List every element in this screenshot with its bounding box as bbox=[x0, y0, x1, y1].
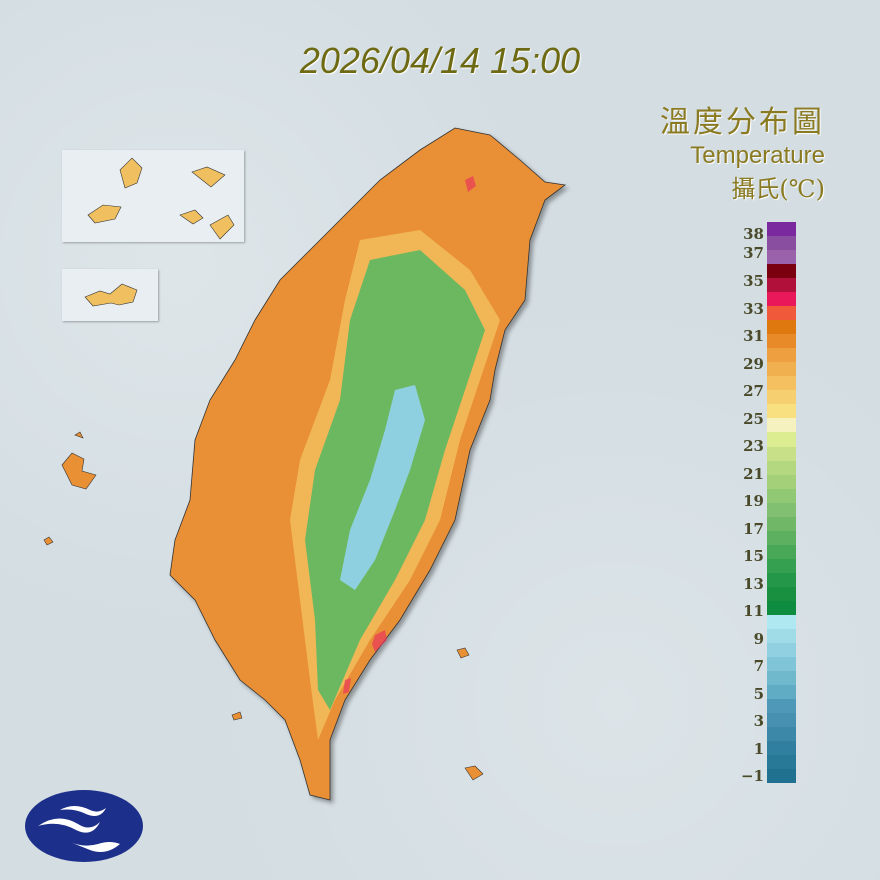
color-scale-label: 9 bbox=[753, 629, 764, 648]
color-scale-bin bbox=[767, 446, 796, 461]
color-scale-labels: 38 37 35 33 31 29 27 25 23 21 19 17 15 13 11 9 7 5 3 1 −1 bbox=[732, 220, 764, 790]
color-scale-bin bbox=[767, 628, 796, 643]
high-peak-zone bbox=[340, 385, 425, 590]
cwa-logo bbox=[25, 790, 143, 862]
color-scale-bin bbox=[767, 516, 796, 531]
orchid-island bbox=[464, 765, 484, 781]
color-scale-bin bbox=[767, 586, 796, 601]
color-scale-bin bbox=[767, 418, 796, 433]
color-scale-label: 35 bbox=[743, 272, 764, 290]
color-scale-label: 3 bbox=[753, 712, 764, 730]
color-scale-bin bbox=[767, 755, 796, 770]
color-scale-label: 25 bbox=[743, 409, 764, 428]
legend-unit: 攝氏(℃) bbox=[731, 175, 825, 203]
color-scale-bin bbox=[767, 572, 796, 587]
color-scale-bin bbox=[767, 544, 796, 559]
color-scale-bin bbox=[767, 404, 796, 419]
color-scale-bin bbox=[767, 699, 796, 714]
color-scale-label: 17 bbox=[743, 519, 764, 538]
color-scale-bin bbox=[767, 502, 796, 517]
color-scale-bin bbox=[767, 348, 796, 363]
color-scale-label: 11 bbox=[743, 602, 764, 620]
color-scale-bin bbox=[767, 222, 796, 237]
color-scale-label: 19 bbox=[743, 492, 764, 510]
liuqiu-island bbox=[231, 711, 243, 721]
color-scale-bin bbox=[767, 488, 796, 503]
hot-spot-taitung bbox=[343, 630, 387, 694]
matsu-island bbox=[87, 157, 235, 240]
color-scale-bin bbox=[767, 614, 796, 629]
color-scale-bin bbox=[767, 306, 796, 321]
color-scale-bin bbox=[767, 600, 796, 615]
color-scale-bin bbox=[767, 264, 796, 279]
color-scale-label: 27 bbox=[743, 382, 764, 400]
color-scale-label: −1 bbox=[740, 767, 764, 785]
color-scale-bin bbox=[767, 460, 796, 475]
color-scale-bin bbox=[767, 530, 796, 545]
color-scale-bin bbox=[767, 432, 796, 447]
color-scale-bin bbox=[767, 320, 796, 335]
hot-spot-taipei bbox=[465, 176, 476, 192]
color-scale-label: 33 bbox=[743, 299, 764, 318]
green-island bbox=[456, 647, 470, 659]
color-scale-bin bbox=[767, 727, 796, 742]
color-scale-bin bbox=[767, 642, 796, 657]
color-scale-label: 7 bbox=[753, 657, 764, 675]
color-scale-bin bbox=[767, 713, 796, 728]
color-scale-label: 1 bbox=[753, 739, 764, 758]
color-scale-bin bbox=[767, 741, 796, 756]
color-scale-bin bbox=[767, 334, 796, 349]
penghu-islands bbox=[43, 431, 97, 546]
color-scale-label: 5 bbox=[753, 684, 764, 703]
color-scale-label: 38 bbox=[743, 225, 764, 243]
color-scale-bin bbox=[767, 558, 796, 573]
color-scale-bin bbox=[767, 292, 796, 307]
color-scale-bin bbox=[767, 236, 796, 251]
color-scale-bar bbox=[767, 222, 796, 784]
color-scale-bin bbox=[767, 671, 796, 686]
color-scale-label: 13 bbox=[743, 574, 764, 593]
legend-title-chinese: 溫度分布圖 bbox=[660, 105, 825, 140]
color-scale-bin bbox=[767, 250, 796, 265]
color-scale-label: 31 bbox=[743, 327, 764, 345]
color-scale-label: 37 bbox=[743, 244, 764, 262]
legend-title-english: Temperature bbox=[690, 142, 825, 169]
color-scale-bin bbox=[767, 390, 796, 405]
color-scale-bin bbox=[767, 656, 796, 671]
color-scale-label: 29 bbox=[743, 354, 764, 373]
color-scale-label: 21 bbox=[743, 464, 764, 483]
color-scale-bin bbox=[767, 278, 796, 293]
color-scale-bin bbox=[767, 474, 796, 489]
color-scale-bin bbox=[767, 685, 796, 700]
color-scale-bin bbox=[767, 362, 796, 377]
color-scale-bin bbox=[767, 376, 796, 391]
map-timestamp: 2026/04/14 15:00 bbox=[299, 40, 581, 81]
color-scale-label: 23 bbox=[743, 437, 764, 455]
color-scale-bin bbox=[767, 769, 796, 784]
kinmen-island bbox=[84, 283, 138, 307]
color-scale-label: 15 bbox=[743, 547, 764, 565]
